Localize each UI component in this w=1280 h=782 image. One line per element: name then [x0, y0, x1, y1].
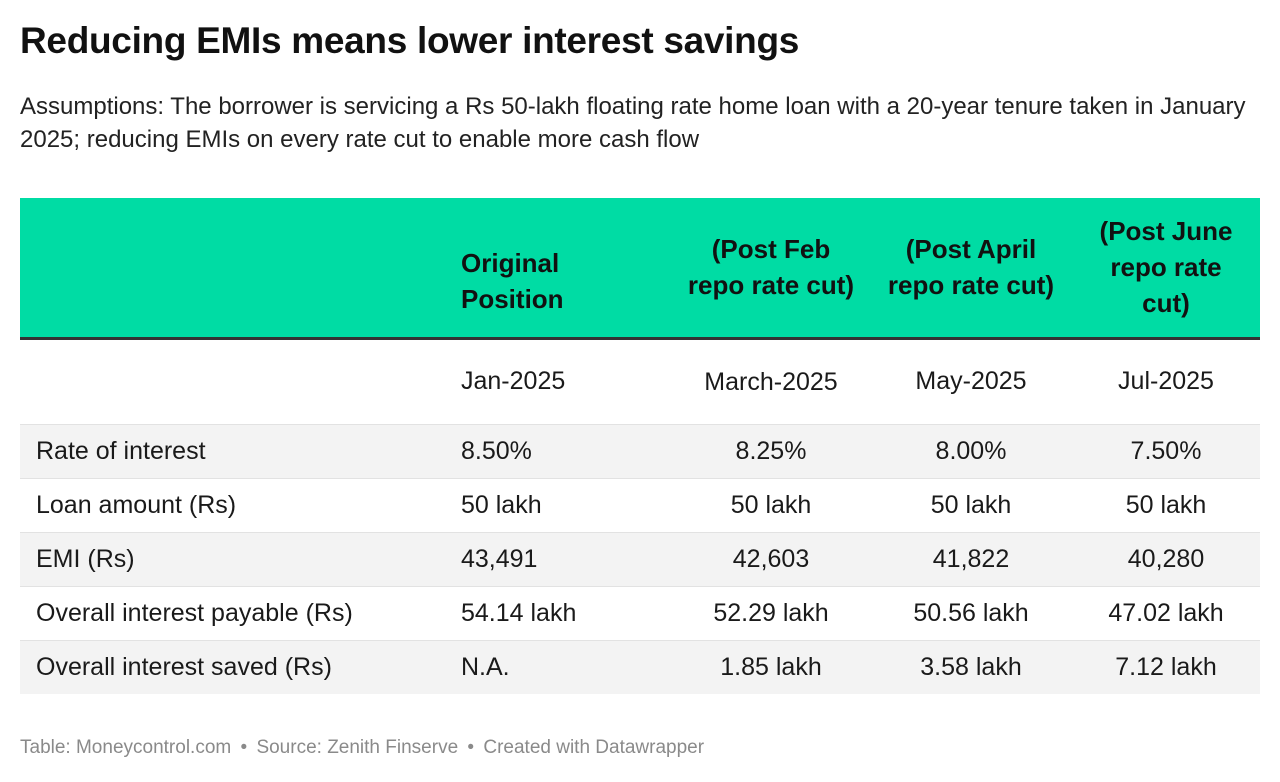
- table-cell: 50 lakh: [1125, 490, 1207, 519]
- table-cell: 3.58 lakh: [920, 652, 1022, 681]
- table-row-dates: Jan-2025 March-2025 May-2025 Jul-2025: [20, 338, 1260, 424]
- datawrapper-credit: Created with Datawrapper: [483, 737, 705, 758]
- footer-separator: •: [467, 737, 475, 758]
- column-header-original: Original Position: [461, 247, 564, 314]
- table-row: EMI (Rs) 43,491 42,603 41,822 40,280: [20, 532, 1260, 586]
- chart-title: Reducing EMIs means lower interest savin…: [20, 20, 800, 61]
- source-note: Source: Zenith Finserve: [256, 737, 459, 758]
- table-row: Overall interest saved (Rs) N.A. 1.85 la…: [20, 640, 1260, 694]
- data-table-container: Original Position (Post Feb repo rate cu…: [20, 198, 1260, 694]
- chart-subtitle: Assumptions: The borrower is servicing a…: [20, 93, 1246, 153]
- table-cell: 50 lakh: [730, 490, 812, 519]
- column-header-post-april: (Post April repo rate cut): [887, 234, 1055, 301]
- table-cell: [20, 338, 445, 424]
- table-credit: Table: Moneycontrol.com: [20, 737, 232, 758]
- chart-footer: Table: Moneycontrol.com • Source: Zenith…: [20, 737, 704, 759]
- column-header-post-june: (Post June repo rate cut): [1099, 216, 1233, 319]
- footer-separator: •: [240, 737, 248, 758]
- column-header-empty: [20, 198, 445, 338]
- table-cell: 54.14 lakh: [461, 598, 577, 627]
- table-cell: 7.50%: [1130, 436, 1202, 465]
- row-label: Loan amount (Rs): [36, 490, 237, 519]
- table-cell: 8.00%: [935, 436, 1007, 465]
- table-row: Rate of interest 8.50% 8.25% 8.00% 7.50%: [20, 424, 1260, 478]
- table-row: Overall interest payable (Rs) 54.14 lakh…: [20, 586, 1260, 640]
- column-header-post-feb: (Post Feb repo rate cut): [687, 234, 855, 301]
- table-row: Loan amount (Rs) 50 lakh 50 lakh 50 lakh…: [20, 478, 1260, 532]
- data-table: Original Position (Post Feb repo rate cu…: [20, 198, 1260, 694]
- table-cell: 8.50%: [461, 436, 532, 465]
- table-cell: 50.56 lakh: [913, 598, 1029, 627]
- table-cell: Jan-2025: [461, 367, 566, 395]
- row-label: EMI (Rs): [36, 544, 135, 573]
- table-cell: Jul-2025: [1118, 367, 1214, 395]
- table-cell: 8.25%: [735, 436, 807, 465]
- row-label: Overall interest payable (Rs): [36, 598, 353, 627]
- table-cell: 41,822: [932, 544, 1010, 573]
- table-cell: 43,491: [461, 544, 538, 573]
- table-cell: 42,603: [732, 544, 810, 573]
- row-label: Rate of interest: [36, 436, 206, 465]
- table-cell: 52.29 lakh: [713, 598, 829, 627]
- table-cell: 47.02 lakh: [1108, 598, 1224, 627]
- table-cell: 50 lakh: [461, 490, 542, 519]
- table-cell: March-2025: [704, 367, 838, 396]
- table-cell: 7.12 lakh: [1115, 652, 1217, 681]
- table-cell: 50 lakh: [930, 490, 1012, 519]
- table-cell: 1.85 lakh: [720, 652, 822, 681]
- table-cell: 40,280: [1127, 544, 1205, 573]
- table-cell: May-2025: [915, 367, 1027, 395]
- table-header-row: Original Position (Post Feb repo rate cu…: [20, 198, 1260, 338]
- row-label: Overall interest saved (Rs): [36, 652, 332, 681]
- table-cell: N.A.: [461, 652, 510, 681]
